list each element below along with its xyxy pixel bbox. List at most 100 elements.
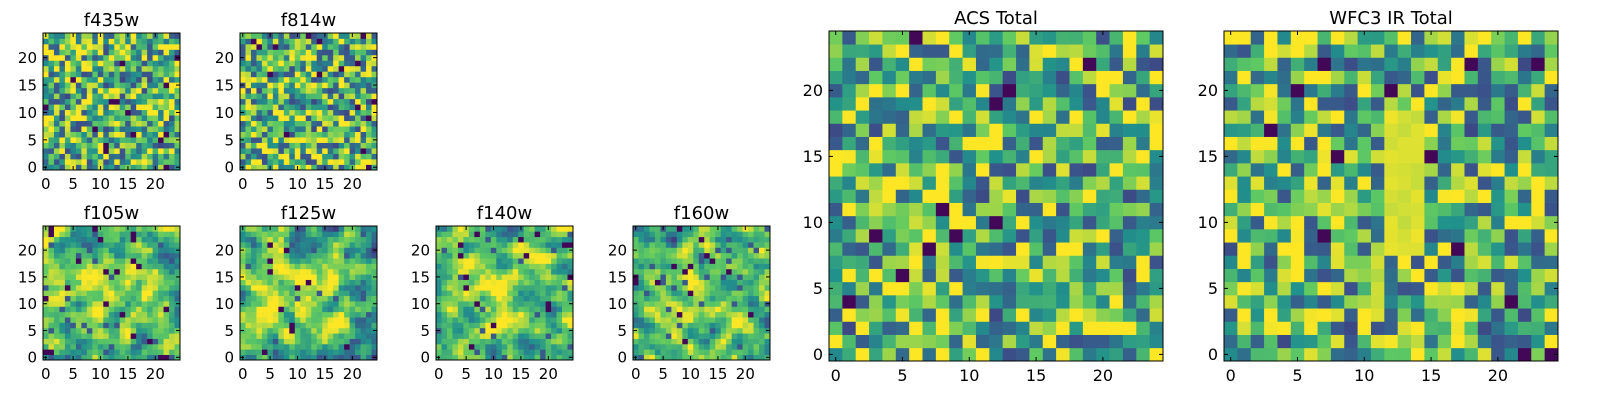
heatmap-cell	[1304, 308, 1318, 322]
heatmap-cell	[273, 312, 279, 318]
heatmap-cell	[1083, 308, 1097, 322]
heatmap-cell	[136, 38, 142, 44]
heatmap-cell	[284, 159, 290, 165]
heatmap-cell	[322, 137, 328, 143]
heatmap-cell	[474, 301, 480, 307]
heatmap-cell	[842, 255, 856, 269]
heatmap-cell	[1150, 44, 1164, 58]
heatmap-cell	[856, 163, 870, 177]
heatmap-cell	[366, 290, 372, 296]
heatmap-cell	[869, 295, 883, 309]
heatmap-cell	[1043, 216, 1057, 230]
heatmap-cell	[923, 229, 937, 243]
heatmap-cell	[120, 285, 126, 291]
heatmap-cell	[262, 253, 268, 259]
heatmap-cell	[491, 231, 497, 237]
heatmap-cell	[1384, 321, 1398, 335]
heatmap-cell	[125, 242, 131, 248]
heatmap-cell	[278, 60, 284, 66]
heatmap-cell	[164, 66, 170, 72]
x-tick-label: 20	[539, 365, 558, 383]
heatmap-cell	[1016, 282, 1030, 296]
heatmap-cell	[48, 33, 54, 39]
heatmap-cell	[715, 258, 721, 264]
heatmap-cell	[350, 253, 356, 259]
heatmap-cell	[361, 280, 367, 286]
heatmap-cell	[98, 66, 104, 72]
heatmap-cell	[311, 231, 317, 237]
heatmap-cell	[1358, 335, 1372, 349]
heatmap-cell	[677, 290, 683, 296]
heatmap-cell	[273, 253, 279, 259]
heatmap-cell	[1237, 203, 1251, 217]
heatmap-cell	[688, 312, 694, 318]
heatmap-cell	[136, 93, 142, 99]
heatmap-cell	[1464, 255, 1478, 269]
heatmap-cell	[688, 317, 694, 323]
heatmap-cell	[256, 71, 262, 77]
heatmap-cell	[284, 258, 290, 264]
heatmap-cell	[529, 339, 535, 345]
heatmap-cell	[87, 159, 93, 165]
heatmap-cell	[540, 296, 546, 302]
heatmap-cell	[715, 339, 721, 345]
heatmap-cell	[131, 253, 137, 259]
heatmap-cell	[699, 231, 705, 237]
heatmap-cell	[92, 44, 98, 50]
heatmap-cell	[317, 333, 323, 339]
y-tick-label: 0	[27, 349, 37, 367]
heatmap-cell	[1358, 282, 1372, 296]
heatmap-cell	[350, 55, 356, 61]
heatmap-cell	[158, 333, 164, 339]
heatmap-cell	[70, 77, 76, 83]
heatmap-cell	[65, 258, 71, 264]
heatmap-cell	[92, 60, 98, 66]
heatmap-cell	[1123, 255, 1137, 269]
heatmap-cell	[142, 328, 148, 334]
heatmap-cell	[109, 77, 115, 83]
heatmap-cell	[649, 349, 655, 355]
heatmap-cell	[284, 290, 290, 296]
heatmap-cell	[1291, 163, 1305, 177]
heatmap-cell	[710, 296, 716, 302]
heatmap-cell	[856, 150, 870, 164]
heatmap-cell	[262, 237, 268, 243]
heatmap-cell	[496, 247, 502, 253]
heatmap-cell	[142, 301, 148, 307]
heatmap-cell	[765, 312, 771, 318]
heatmap-cell	[644, 322, 650, 328]
heatmap-cell	[131, 247, 137, 253]
heatmap-cell	[502, 322, 508, 328]
heatmap-cell	[59, 71, 65, 77]
heatmap-cell	[1505, 295, 1519, 309]
heatmap-cell	[355, 44, 361, 50]
heatmap-cell	[529, 237, 535, 243]
heatmap-cell	[1096, 57, 1110, 71]
heatmap-cell	[732, 306, 738, 312]
heatmap-cell	[513, 253, 519, 259]
heatmap-cell	[666, 226, 672, 232]
heatmap-cell	[491, 253, 497, 259]
heatmap-cell	[350, 296, 356, 302]
heatmap-cell	[535, 312, 541, 318]
heatmap-cell	[240, 99, 246, 105]
heatmap-cell	[989, 295, 1003, 309]
heatmap-cell	[256, 99, 262, 105]
heatmap-cell	[452, 290, 458, 296]
panel-title: f125w	[281, 203, 336, 224]
heatmap-cell	[557, 355, 563, 361]
heatmap-cell	[474, 231, 480, 237]
heatmap-cell	[737, 306, 743, 312]
heatmap-cell	[869, 150, 883, 164]
heatmap-cell	[1043, 189, 1057, 203]
heatmap-cell	[142, 355, 148, 361]
heatmap-cell	[909, 282, 923, 296]
heatmap-cell	[1424, 216, 1438, 230]
heatmap-cell	[540, 355, 546, 361]
heatmap-cell	[748, 317, 754, 323]
heatmap-cell	[92, 355, 98, 361]
heatmap-cell	[76, 231, 82, 237]
heatmap-cell	[164, 355, 170, 361]
heatmap-cell	[366, 237, 372, 243]
